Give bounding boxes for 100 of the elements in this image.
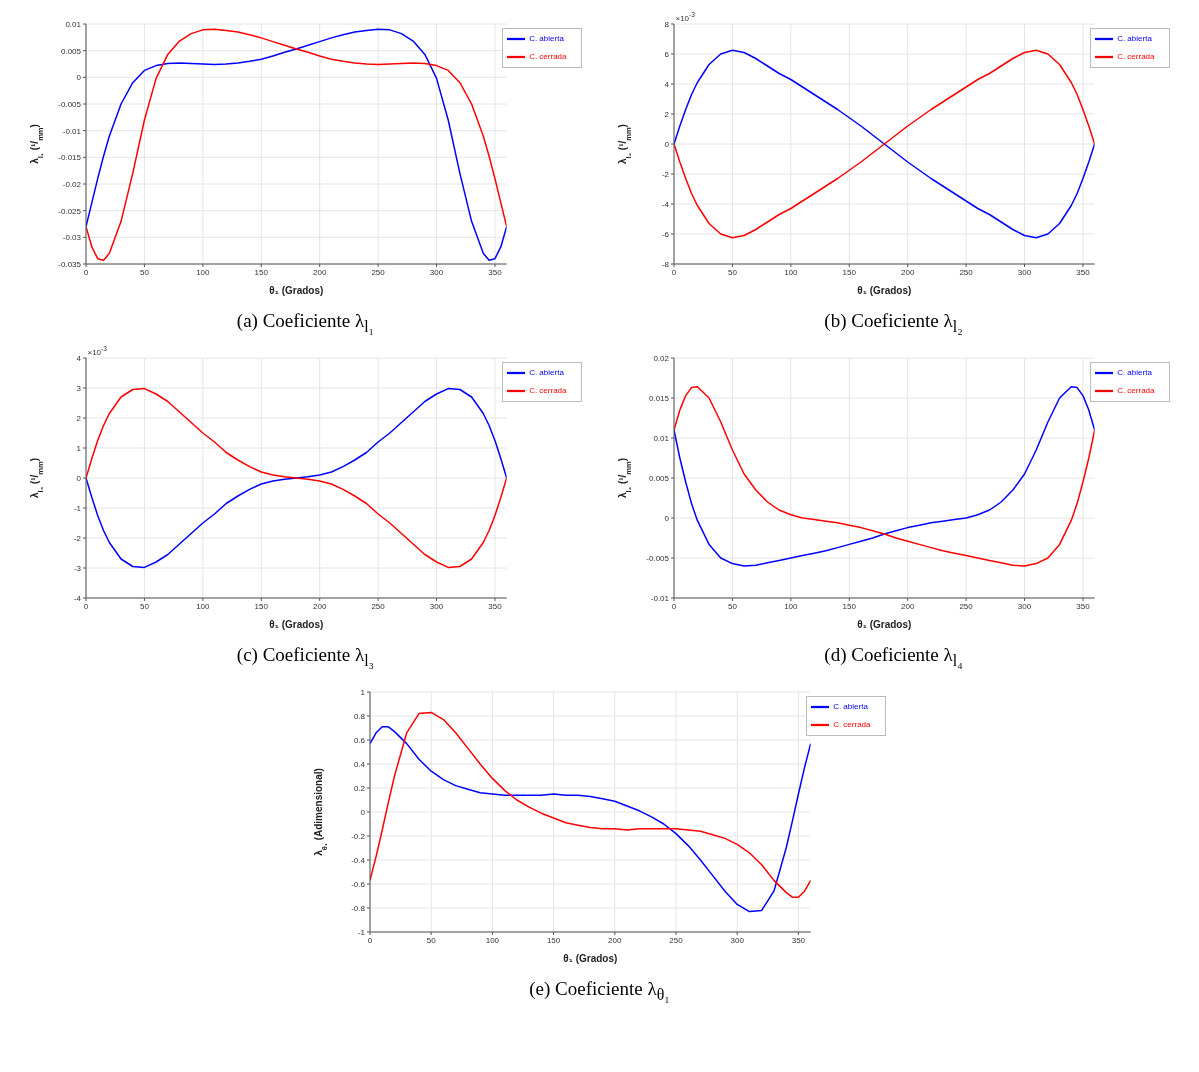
x-tick-label: 250 [370, 267, 385, 277]
x-axis-title: θ₁ (Grados) [268, 285, 323, 296]
y-tick-label: -0.4 [350, 855, 366, 865]
text: (b) Coeficiente λ$_{l₂}$ [823, 310, 964, 336]
y-tick-label: 0.005 [648, 473, 670, 483]
y-tick-label: -0.03 [62, 233, 82, 243]
x-tick-label: 300 [1017, 601, 1032, 611]
y-tick-label: 0.4 [353, 759, 366, 769]
line-series [673, 49, 1095, 239]
y-tick-label: -6 [661, 229, 670, 239]
y-tick-label: -1 [357, 927, 366, 937]
x-tick-label: 150 [254, 601, 268, 611]
y-tick-label: -0.2 [350, 831, 366, 841]
y-tick-label: -0.01 [62, 126, 82, 136]
x-tick-label: 0 [83, 267, 89, 277]
y-tick-label: 2 [76, 413, 82, 423]
x-tick-label: 150 [842, 601, 856, 611]
text: (a) Coeficiente λ$_{l₁}$ [235, 310, 376, 336]
y-tick-label: -0.8 [350, 903, 366, 913]
y-tick-label: 0 [664, 513, 670, 523]
y-tick-label: 4 [664, 79, 670, 89]
x-tick-label: 50 [426, 935, 436, 945]
x-tick-label: 350 [487, 267, 502, 277]
x-tick-label: 200 [312, 601, 327, 611]
x-axis-title: θ₁ (Grados) [856, 285, 911, 296]
y-tick-label: -0.02 [62, 179, 82, 189]
y-tick-label: 0.2 [353, 783, 366, 793]
line-series [673, 385, 1095, 567]
y-tick-label: 2 [664, 109, 670, 119]
x-tick-label: 50 [727, 267, 737, 277]
x-tick-label: 100 [485, 935, 500, 945]
text: ×10$^{-3}$ [675, 11, 695, 23]
x-tick-label: 50 [139, 601, 149, 611]
y-tick-label: -4 [661, 199, 670, 209]
legend-label: C. abierta [1117, 367, 1152, 377]
x-tick-label: 200 [312, 267, 327, 277]
y-tick-label: 0.01 [64, 19, 82, 29]
y-tick-label: 6 [664, 49, 670, 59]
x-tick-label: 300 [730, 935, 744, 945]
legend-label: C. cerrada [1117, 385, 1155, 395]
y-tick-label: 0.015 [648, 393, 670, 403]
y-tick-label: 1 [360, 687, 366, 697]
y-tick-label: -4 [73, 593, 82, 603]
y-tick-label: 0.005 [60, 46, 82, 56]
x-tick-label: 150 [254, 267, 268, 277]
x-tick-label: 0 [367, 935, 373, 945]
legend-label: C. abierta [833, 701, 868, 711]
y-tick-label: -1 [73, 503, 82, 513]
legend-label: C. cerrada [529, 385, 567, 395]
y-tick-label: 0 [76, 73, 82, 83]
y-tick-label: -0.01 [650, 593, 670, 603]
x-tick-label: 250 [668, 935, 683, 945]
legend-label: C. abierta [1117, 34, 1152, 44]
y-tick-label: -0.005 [645, 553, 670, 563]
y-tick-label: -0.025 [57, 206, 82, 216]
x-tick-label: 200 [900, 601, 915, 611]
x-tick-label: 350 [1075, 267, 1090, 277]
y-tick-label: -2 [73, 533, 82, 543]
x-tick-label: 250 [958, 601, 973, 611]
x-tick-label: 100 [195, 601, 210, 611]
x-tick-label: 200 [607, 935, 622, 945]
y-tick-label: 0 [664, 139, 670, 149]
y-tick-label: -3 [73, 563, 82, 573]
x-tick-label: 50 [727, 601, 737, 611]
y-tick-label: -0.035 [57, 259, 82, 269]
y-tick-label: -8 [661, 259, 670, 269]
y-tick-label: 0.8 [353, 711, 366, 721]
x-tick-label: 300 [1017, 267, 1032, 277]
line-series [85, 387, 507, 568]
x-tick-label: 250 [958, 267, 973, 277]
y-tick-label: -0.015 [57, 153, 82, 163]
x-tick-label: 100 [783, 601, 798, 611]
legend-label: C. abierta [529, 34, 564, 44]
y-tick-label: 0 [76, 473, 82, 483]
y-tick-label: 4 [76, 353, 82, 363]
legend-label: C. cerrada [529, 52, 567, 62]
y-tick-label: -0.6 [350, 879, 366, 889]
y-tick-label: 8 [664, 19, 670, 29]
y-tick-label: -2 [661, 169, 670, 179]
x-axis-title: θ₁ (Grados) [268, 618, 323, 630]
x-tick-label: 150 [546, 935, 561, 945]
x-tick-label: 350 [791, 935, 806, 945]
x-tick-label: 350 [487, 601, 502, 611]
x-tick-label: 250 [370, 601, 385, 611]
y-tick-label: 0.01 [652, 433, 670, 443]
y-tick-label: 3 [76, 383, 82, 393]
x-tick-label: 50 [139, 267, 149, 277]
x-tick-label: 100 [783, 267, 798, 277]
x-axis-title: θ₁ (Grados) [856, 618, 911, 630]
y-tick-label: 0.6 [353, 735, 366, 745]
y-tick-label: 0 [360, 807, 366, 817]
x-tick-label: 0 [671, 601, 677, 611]
x-tick-label: 150 [842, 267, 856, 277]
legend-label: C. abierta [529, 367, 564, 377]
y-tick-label: -0.005 [57, 99, 82, 109]
x-tick-label: 0 [83, 601, 89, 611]
text: (c) Coeficiente λ$_{l₃}$ [235, 643, 376, 670]
y-tick-label: 0.02 [652, 353, 670, 363]
legend-label: C. cerrada [833, 719, 871, 729]
text: (d) Coeficiente λ$_{l₄}$ [823, 643, 964, 670]
